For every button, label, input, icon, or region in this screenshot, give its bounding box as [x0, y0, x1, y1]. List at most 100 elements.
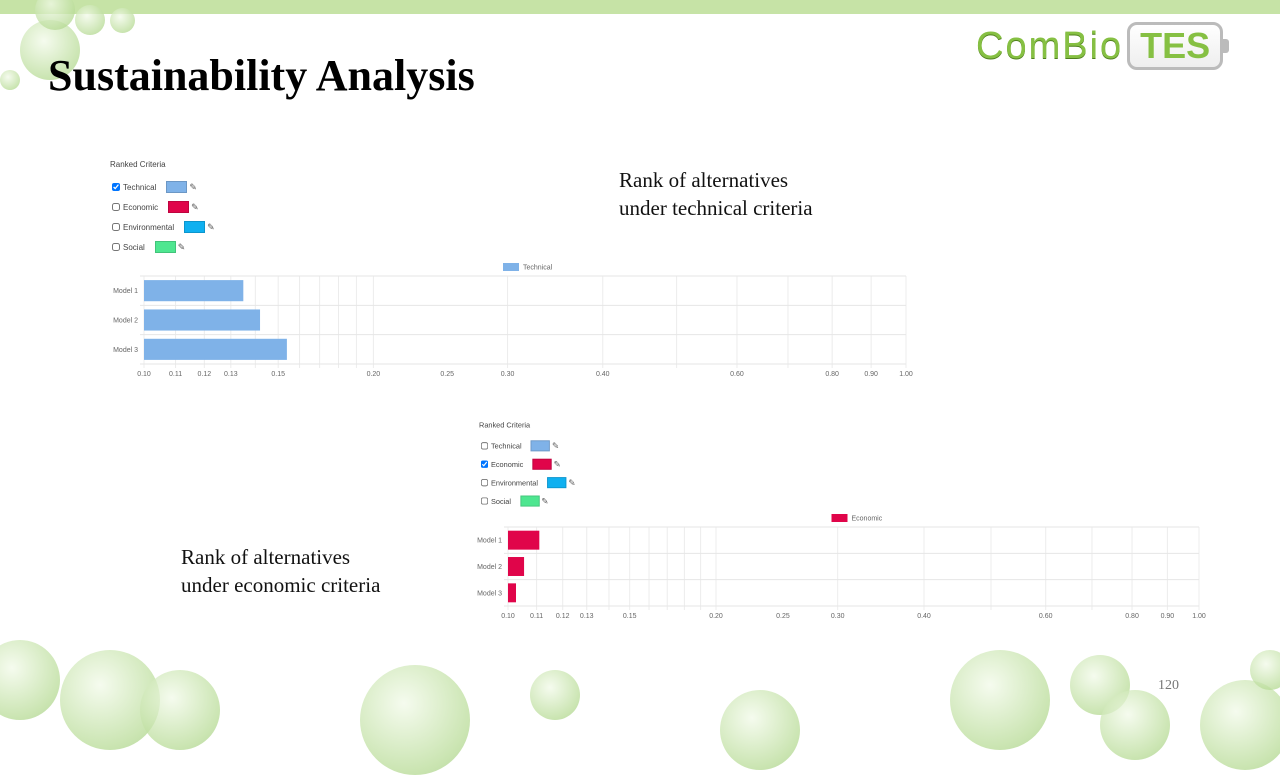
y-tick-label: Model 2 [477, 564, 502, 571]
decor-bubble [1250, 650, 1280, 690]
decor-bubble [75, 5, 105, 35]
color-swatch[interactable] [520, 495, 540, 507]
criterion-economic: Economic ✎ [479, 455, 575, 473]
criterion-environmental: Environmental ✎ [479, 473, 575, 491]
criterion-checkbox[interactable] [480, 460, 489, 468]
caption-line: under economic criteria [181, 573, 381, 597]
bar-model-3[interactable] [144, 338, 287, 360]
criterion-checkbox[interactable] [112, 183, 120, 191]
caption-line: under technical criteria [619, 196, 813, 220]
x-tick-label: 0.90 [864, 371, 878, 378]
decor-bubble [20, 20, 80, 80]
color-swatch[interactable] [530, 440, 551, 452]
edit-icon[interactable]: ✎ [191, 201, 199, 212]
y-tick-label: Model 1 [477, 538, 502, 545]
x-tick-label: 0.12 [556, 613, 570, 620]
combiotes-logo: ComBio TES [976, 22, 1230, 70]
x-tick-label: 0.11 [530, 613, 543, 620]
criterion-label: Economic [123, 202, 159, 212]
x-tick-label: 0.25 [440, 371, 454, 378]
economic-rank-chart: Model 1 Model 2 Model 3 0.10 0.11 0.12 0.13 0.1… [470, 510, 1210, 627]
x-tick-label: 0.15 [271, 371, 285, 378]
edit-icon[interactable]: ✎ [568, 477, 576, 487]
bar-model-2[interactable] [144, 309, 261, 331]
slide-title: Sustainability Analysis [48, 51, 475, 100]
criterion-label: Economic [490, 460, 524, 469]
top-decor-bar [0, 0, 1280, 14]
legend-swatch[interactable] [503, 263, 519, 271]
x-tick-label: 0.30 [831, 613, 845, 620]
criterion-economic: Economic ✎ [110, 197, 215, 217]
chart-svg: Model 1 Model 2 Model 3 0.10 0.11 0.12 0.13 0.1… [113, 263, 913, 378]
decor-bubble [360, 665, 470, 775]
x-tick-label: 0.60 [1039, 613, 1053, 620]
edit-icon[interactable]: ✎ [553, 459, 561, 469]
bar-model-1[interactable] [508, 530, 540, 550]
caption-line: Rank of alternatives [181, 545, 351, 569]
edit-icon[interactable]: ✎ [207, 221, 215, 232]
decor-bubble [140, 670, 220, 750]
x-tick-label: 0.11 [169, 371, 182, 378]
criteria-panel-economic: Ranked Criteria Technical ✎ Economic ✎ Enviro… [479, 421, 575, 510]
criterion-label: Technical [490, 441, 522, 450]
criterion-checkbox[interactable] [480, 442, 489, 450]
legend-label[interactable]: Technical [523, 265, 553, 272]
color-swatch[interactable] [168, 201, 190, 213]
x-tick-label: 0.80 [825, 371, 839, 378]
edit-icon[interactable]: ✎ [189, 181, 197, 192]
x-tick-label: 0.10 [137, 371, 151, 378]
x-tick-label: 0.13 [224, 371, 238, 378]
bar-model-3[interactable] [508, 583, 516, 603]
criterion-social: Social ✎ [479, 492, 575, 510]
legend-label[interactable]: Economic [852, 516, 883, 523]
x-tick-label: 1.00 [899, 371, 913, 378]
logo-text-combio: ComBio [976, 24, 1124, 67]
x-tick-label: 0.80 [1125, 613, 1139, 620]
y-tick-label: Model 1 [113, 288, 138, 295]
x-tick-label: 0.20 [709, 613, 723, 620]
criterion-label: Social [490, 496, 512, 506]
caption-economic: Rank of alternatives under economic crit… [181, 543, 380, 599]
decor-bubble [1100, 690, 1170, 760]
legend-swatch[interactable] [831, 514, 848, 522]
x-tick-label: 0.25 [776, 613, 790, 620]
page-number: 120 [1158, 678, 1179, 693]
x-tick-label: 0.30 [501, 371, 515, 378]
x-tick-label: 0.40 [917, 613, 931, 620]
panel-heading: Ranked Criteria [110, 160, 166, 169]
x-tick-label: 0.60 [730, 371, 744, 378]
x-tick-label: 0.13 [580, 613, 594, 620]
edit-icon[interactable]: ✎ [552, 440, 559, 450]
x-tick-label: 0.90 [1161, 613, 1175, 620]
x-tick-label: 0.10 [501, 613, 515, 620]
criterion-environmental: Environmental ✎ [110, 217, 215, 237]
criterion-checkbox[interactable] [480, 478, 489, 487]
caption-technical: Rank of alternatives under technical cri… [619, 166, 813, 222]
technical-rank-chart: Model 1 Model 2 Model 3 0.10 0.11 0.12 0.13 0.1… [100, 258, 920, 388]
color-swatch[interactable] [154, 241, 176, 253]
criterion-social: Social ✎ [110, 237, 215, 257]
logo-text-tes: TES [1127, 22, 1230, 70]
color-swatch[interactable] [547, 477, 567, 489]
y-tick-label: Model 3 [113, 347, 138, 354]
criterion-checkbox[interactable] [112, 243, 120, 251]
x-tick-label: 0.15 [623, 613, 637, 620]
criterion-checkbox[interactable] [480, 497, 489, 505]
y-tick-label: Model 3 [477, 590, 502, 597]
edit-icon[interactable]: ✎ [177, 241, 186, 252]
criterion-checkbox[interactable] [112, 203, 120, 211]
criteria-panel-technical: Ranked Criteria Technical ✎ Economic ✎ Enviro… [110, 160, 215, 257]
color-swatch[interactable] [532, 458, 552, 470]
color-swatch[interactable] [184, 221, 206, 233]
decor-bubble [110, 8, 135, 33]
decor-bubble [950, 650, 1050, 750]
bar-model-2[interactable] [508, 557, 525, 576]
x-tick-label: 0.20 [367, 371, 381, 378]
bar-model-1[interactable] [144, 280, 244, 302]
criterion-checkbox[interactable] [112, 223, 120, 231]
edit-icon[interactable]: ✎ [541, 495, 549, 506]
decor-bubble [0, 70, 20, 90]
color-swatch[interactable] [166, 181, 188, 193]
decor-bubble [1200, 680, 1280, 770]
x-tick-label: 0.40 [596, 371, 610, 378]
